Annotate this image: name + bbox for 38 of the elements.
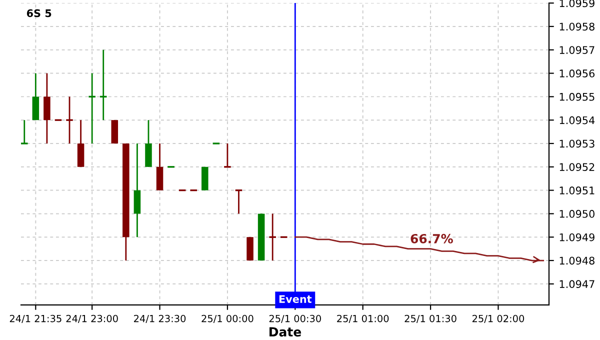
annotation: 66.7% xyxy=(410,234,453,244)
x-tick-label: 25/1 00:30 xyxy=(269,314,321,323)
y-tick-label: 1.0950 xyxy=(560,210,594,218)
candlestick xyxy=(223,142,232,168)
y-tick-label: 1.0955 xyxy=(560,92,594,101)
x-tick-label: 25/1 02:00 xyxy=(472,314,524,323)
candlestick xyxy=(268,213,277,262)
candlestick xyxy=(44,72,50,144)
y-tick-label: 1.0948 xyxy=(560,256,594,265)
x-tick-label: 24/1 23:00 xyxy=(66,314,118,323)
chart-title: 6S 5 xyxy=(26,9,52,18)
y-tick-label: 1.0954 xyxy=(560,116,595,124)
candlestick xyxy=(134,142,141,238)
candlestick xyxy=(145,119,152,168)
candlestick xyxy=(21,119,29,144)
y-tick-label: 1.0952 xyxy=(560,163,594,171)
x-tick-label: 25/1 01:00 xyxy=(337,314,389,323)
candlestick xyxy=(32,72,40,121)
candlestick xyxy=(88,72,96,144)
candlestick xyxy=(202,166,208,191)
x-tick-label: 24/1 23:30 xyxy=(134,314,186,323)
y-tick-label: 1.0947 xyxy=(560,280,594,288)
candlestick xyxy=(246,236,254,262)
candlestick xyxy=(111,119,118,144)
y-tick-label: 1.0958 xyxy=(560,22,594,31)
candlestick xyxy=(77,119,84,168)
y-tick-label: 1.0951 xyxy=(560,186,594,194)
x-tick-label: 24/1 21:35 xyxy=(10,314,62,323)
x-tick-label: 25/1 00:00 xyxy=(202,314,254,323)
y-tick-label: 1.0956 xyxy=(560,70,595,78)
candlestick xyxy=(156,142,164,191)
x-axis-title: Date xyxy=(270,327,302,337)
y-tick-label: 1.0949 xyxy=(560,233,594,242)
y-tick-label: 1.0953 xyxy=(560,140,594,148)
candlestick xyxy=(65,96,74,144)
ref-line-label: Event xyxy=(279,295,312,303)
x-tick-label: 25/1 01:30 xyxy=(404,314,456,323)
y-tick-label: 1.0957 xyxy=(560,46,594,54)
